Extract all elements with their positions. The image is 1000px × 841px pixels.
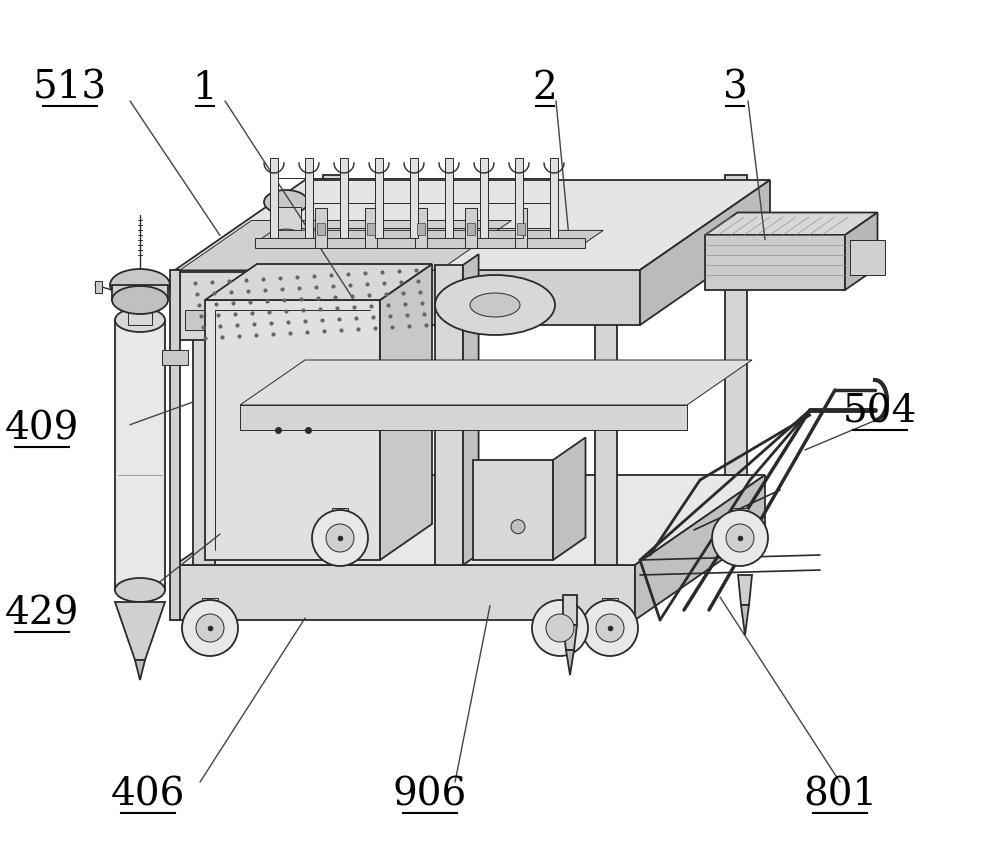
- Polygon shape: [410, 158, 418, 238]
- Ellipse shape: [196, 614, 224, 642]
- Text: 513: 513: [33, 70, 107, 107]
- Polygon shape: [305, 158, 313, 238]
- Polygon shape: [467, 223, 475, 235]
- Polygon shape: [180, 272, 290, 340]
- Polygon shape: [115, 602, 165, 660]
- Polygon shape: [135, 660, 145, 680]
- Polygon shape: [380, 264, 432, 560]
- Polygon shape: [255, 230, 603, 243]
- Polygon shape: [725, 175, 747, 475]
- Polygon shape: [323, 175, 345, 475]
- Polygon shape: [205, 300, 380, 560]
- Ellipse shape: [182, 600, 238, 656]
- Polygon shape: [480, 158, 488, 238]
- Polygon shape: [417, 223, 425, 235]
- Polygon shape: [254, 318, 266, 328]
- Polygon shape: [255, 238, 585, 248]
- Polygon shape: [240, 360, 752, 405]
- Ellipse shape: [326, 524, 354, 552]
- Text: 2: 2: [533, 70, 557, 107]
- Ellipse shape: [312, 510, 368, 566]
- Polygon shape: [732, 508, 748, 523]
- Ellipse shape: [532, 600, 588, 656]
- Polygon shape: [162, 350, 188, 365]
- Text: 406: 406: [111, 776, 185, 813]
- Polygon shape: [415, 208, 427, 248]
- Polygon shape: [202, 598, 218, 613]
- Ellipse shape: [110, 269, 170, 301]
- Polygon shape: [175, 180, 770, 270]
- Polygon shape: [550, 158, 558, 238]
- Ellipse shape: [115, 578, 165, 602]
- Polygon shape: [553, 437, 586, 560]
- Polygon shape: [845, 213, 878, 290]
- Text: 504: 504: [843, 394, 917, 431]
- Polygon shape: [95, 281, 102, 293]
- Polygon shape: [340, 158, 348, 238]
- Polygon shape: [315, 208, 327, 248]
- Polygon shape: [595, 265, 617, 565]
- Ellipse shape: [264, 190, 308, 214]
- Polygon shape: [738, 575, 752, 605]
- Polygon shape: [515, 158, 523, 238]
- Ellipse shape: [435, 275, 555, 335]
- Polygon shape: [563, 595, 577, 625]
- Polygon shape: [332, 508, 348, 523]
- Polygon shape: [175, 475, 765, 565]
- Polygon shape: [850, 240, 885, 275]
- Polygon shape: [515, 208, 527, 248]
- Ellipse shape: [128, 302, 152, 314]
- Ellipse shape: [115, 308, 165, 332]
- Polygon shape: [193, 265, 215, 565]
- Polygon shape: [270, 158, 278, 238]
- Ellipse shape: [712, 510, 768, 566]
- Polygon shape: [566, 650, 574, 675]
- Polygon shape: [640, 180, 770, 325]
- Ellipse shape: [582, 600, 638, 656]
- Text: 409: 409: [5, 410, 79, 447]
- Polygon shape: [115, 320, 165, 590]
- Polygon shape: [635, 475, 765, 620]
- Ellipse shape: [726, 524, 754, 552]
- Text: 429: 429: [5, 595, 79, 632]
- Polygon shape: [175, 270, 640, 325]
- Ellipse shape: [546, 614, 574, 642]
- Text: 801: 801: [803, 776, 877, 813]
- Polygon shape: [270, 318, 282, 328]
- Text: 906: 906: [393, 776, 467, 813]
- Polygon shape: [205, 264, 432, 300]
- Polygon shape: [741, 605, 749, 635]
- Polygon shape: [473, 460, 553, 560]
- Polygon shape: [602, 598, 618, 613]
- Polygon shape: [128, 308, 152, 325]
- Polygon shape: [705, 213, 878, 235]
- Polygon shape: [705, 235, 845, 290]
- Polygon shape: [180, 220, 512, 270]
- Polygon shape: [435, 265, 463, 565]
- Polygon shape: [463, 254, 479, 565]
- Ellipse shape: [271, 229, 301, 245]
- Polygon shape: [112, 285, 168, 300]
- Polygon shape: [517, 223, 525, 235]
- Polygon shape: [271, 207, 301, 237]
- Polygon shape: [317, 223, 325, 235]
- Polygon shape: [365, 208, 377, 248]
- Ellipse shape: [470, 293, 520, 317]
- Polygon shape: [465, 208, 477, 248]
- Circle shape: [511, 520, 525, 534]
- Polygon shape: [238, 318, 250, 328]
- Text: 1: 1: [193, 70, 217, 107]
- Ellipse shape: [112, 286, 168, 314]
- Text: 3: 3: [723, 70, 747, 107]
- Polygon shape: [445, 158, 453, 238]
- Polygon shape: [563, 625, 577, 650]
- Polygon shape: [170, 270, 180, 620]
- Polygon shape: [240, 405, 687, 430]
- Polygon shape: [367, 223, 375, 235]
- Ellipse shape: [596, 614, 624, 642]
- Polygon shape: [175, 565, 635, 620]
- Polygon shape: [375, 158, 383, 238]
- Polygon shape: [185, 310, 230, 330]
